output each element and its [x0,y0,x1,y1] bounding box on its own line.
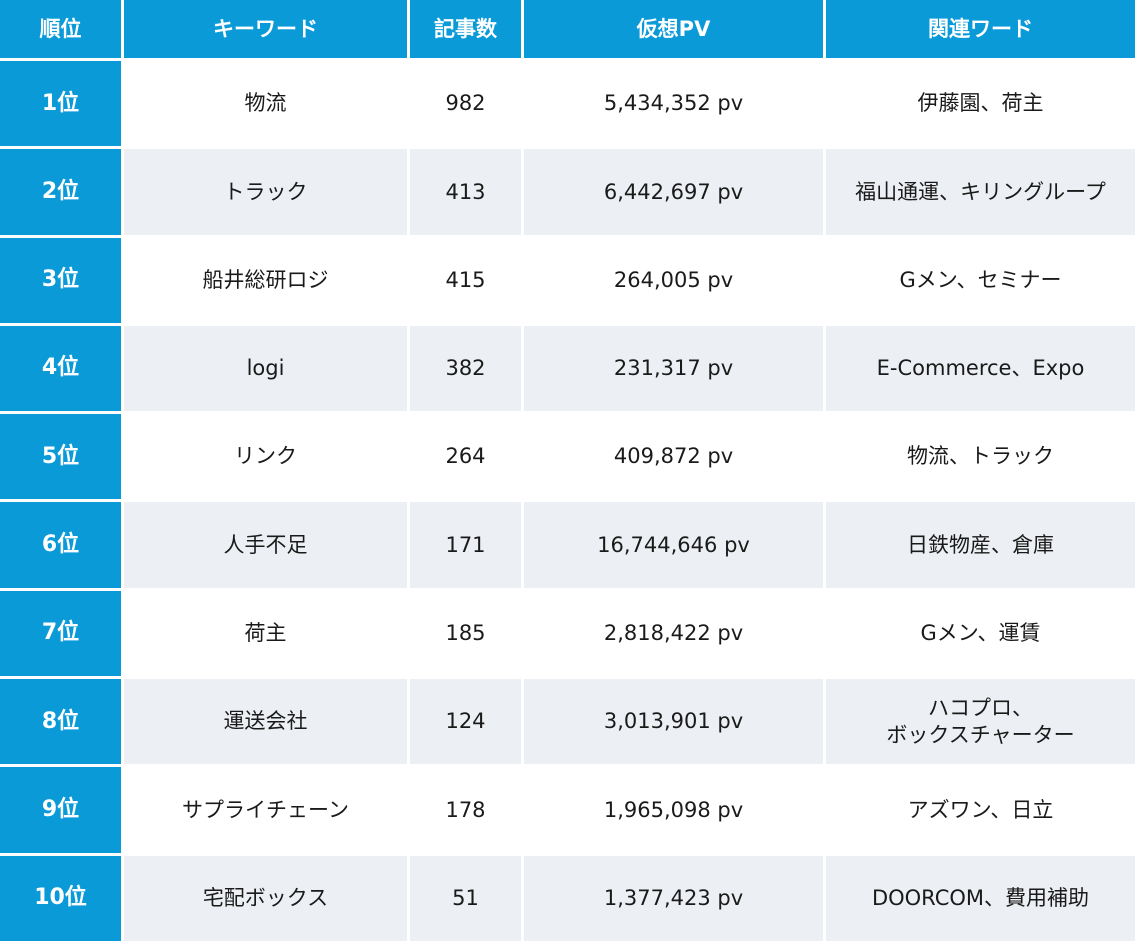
keyword-cell: 宅配ボックス [124,855,410,944]
keyword-cell: logi [124,325,410,415]
keyword-cell: 荷主 [124,590,410,680]
pv-cell: 2,818,422 pv [524,590,826,680]
related-words-text: ハコプロ、 ボックスチャーター [886,695,1074,749]
pv-cell: 3,013,901 pv [524,679,826,768]
related-word-line: Gメン、運賃 [920,620,1041,645]
related-word-line: 日鉄物産、倉庫 [907,532,1054,557]
related-words-text: 伊藤園、荷主 [918,90,1044,117]
keyword-cell: サプライチェーン [124,767,410,856]
keyword-cell: 船井総研ロジ [124,237,410,326]
keyword-cell: リンク [124,414,410,503]
articles-cell: 124 [410,679,524,768]
related-words-cell: 日鉄物産、倉庫 [826,502,1135,591]
keyword-cell: トラック [124,149,410,238]
articles-cell: 382 [410,325,524,415]
header-related: 関連ワード [826,0,1135,61]
related-words-cell: ハコプロ、 ボックスチャーター [826,679,1135,768]
pv-cell: 5,434,352 pv [524,61,826,150]
rank-cell: 1位 [0,61,124,150]
pv-cell: 231,317 pv [524,325,826,415]
rank-cell: 9位 [0,767,124,856]
related-word-line: DOORCOM、費用補助 [871,885,1090,910]
rank-cell: 2位 [0,149,124,238]
rank-cell: 5位 [0,414,124,503]
related-words-cell: 伊藤園、荷主 [826,61,1135,150]
related-words-text: Gメン、セミナー [899,267,1061,294]
keyword-cell: 運送会社 [124,679,410,768]
pv-cell: 1,965,098 pv [524,767,826,856]
related-word-line: 伊藤園、荷主 [917,91,1044,116]
rank-cell: 3位 [0,237,124,326]
header-keyword: キーワード [124,0,410,61]
articles-cell: 415 [410,237,524,326]
related-word-line: 福山通運、キリングループ [855,179,1106,204]
related-words-cell: Gメン、運賃 [826,590,1135,680]
related-word-line: E-Commerce、Expo [876,356,1085,381]
articles-cell: 264 [410,414,524,503]
pv-cell: 264,005 pv [524,237,826,326]
related-words-text: 日鉄物産、倉庫 [907,532,1054,559]
header-pv: 仮想PV [524,0,826,61]
articles-cell: 178 [410,767,524,856]
related-word-line: ボックスチャーター [886,722,1075,747]
pv-cell: 1,377,423 pv [524,855,826,944]
related-word-line: Gメン、セミナー [899,267,1062,292]
related-words-cell: アズワン、日立 [826,767,1135,856]
header-articles: 記事数 [410,0,524,61]
rank-cell: 7位 [0,590,124,680]
related-words-cell: E-Commerce、Expo [826,325,1135,415]
articles-cell: 185 [410,590,524,680]
related-word-line: アズワン、日立 [907,797,1054,822]
keyword-cell: 人手不足 [124,502,410,591]
related-words-text: Gメン、運賃 [920,620,1040,647]
related-words-text: E-Commerce、Expo [877,355,1085,382]
related-words-text: 物流、トラック [907,443,1054,470]
related-words-cell: DOORCOM、費用補助 [826,855,1135,944]
articles-cell: 51 [410,855,524,944]
articles-cell: 171 [410,502,524,591]
articles-cell: 982 [410,61,524,150]
pv-cell: 6,442,697 pv [524,149,826,238]
related-words-text: DOORCOM、費用補助 [872,885,1089,912]
rank-cell: 10位 [0,855,124,944]
related-words-cell: Gメン、セミナー [826,237,1135,326]
related-word-line: 物流、トラック [907,444,1054,469]
pv-cell: 16,744,646 pv [524,502,826,591]
header-rank: 順位 [0,0,124,61]
related-words-cell: 物流、トラック [826,414,1135,503]
pv-cell: 409,872 pv [524,414,826,503]
keyword-cell: 物流 [124,61,410,150]
rank-cell: 6位 [0,502,124,591]
articles-cell: 413 [410,149,524,238]
rank-cell: 4位 [0,325,124,415]
related-words-cell: 福山通運、キリングループ [826,149,1135,238]
rank-cell: 8位 [0,679,124,768]
related-word-line: ハコプロ、 [927,695,1033,720]
related-words-text: 福山通運、キリングループ [855,179,1106,206]
related-words-text: アズワン、日立 [908,797,1054,824]
